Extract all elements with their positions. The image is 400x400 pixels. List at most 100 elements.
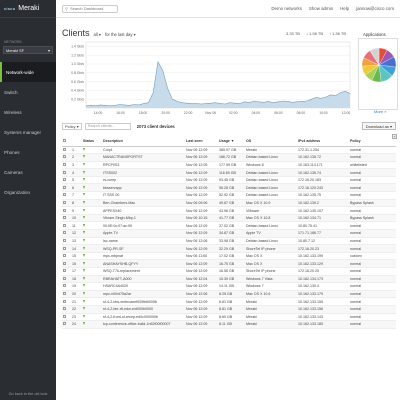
column-header[interactable]: OS: [245, 137, 297, 147]
row-checkbox[interactable]: [62, 237, 71, 246]
description-cell[interactable]: MANACTRANSPORTST: [102, 153, 185, 162]
show-admin-link[interactable]: Show admin: [308, 6, 334, 11]
row-checkbox[interactable]: [62, 206, 71, 215]
row-checkbox[interactable]: [62, 229, 71, 238]
row-checkbox[interactable]: [62, 282, 71, 291]
description-cell[interactable]: ANASHAYSHB-QFYY: [102, 259, 185, 268]
row-checkbox[interactable]: [62, 199, 71, 208]
table-row[interactable]: 15 mpc-mbpnaf Nov 06 11:60 17.02 GB Mac OS X…: [62, 252, 396, 261]
row-checkbox[interactable]: [62, 305, 71, 314]
column-header[interactable]: IPv4 address: [297, 137, 349, 147]
table-row[interactable]: 6 bbsservapp Nov 06 12:09 55.28 GB Debian-ba…: [62, 183, 396, 193]
description-cell[interactable]: mpc-n00nt75a2ar: [102, 290, 185, 299]
table-row[interactable]: 12 Apple-TV Nov 06 12:09 34.87 GB Apple TV 17…: [62, 229, 396, 238]
search-input[interactable]: [69, 6, 114, 11]
table-row[interactable]: 19 HSARC4A4020 Nov 06 12:09 14.11 GB Windows…: [62, 282, 396, 291]
description-cell[interactable]: RPCP0S3: [102, 161, 185, 170]
row-checkbox[interactable]: [62, 221, 71, 231]
table-row[interactable]: 20 mpc-n00nt75a2ar Nov 06 12:06 8.25 GB Mac …: [62, 290, 396, 299]
description-cell[interactable]: APPESX40: [102, 206, 185, 215]
description-cell[interactable]: mpc-mbpnaf: [102, 252, 185, 261]
timespan-select[interactable]: for the last day ▾: [104, 32, 136, 37]
old-look-link[interactable]: Go back to the old look: [8, 392, 48, 396]
row-checkbox[interactable]: [62, 297, 71, 306]
row-checkbox[interactable]: [62, 259, 71, 268]
column-header[interactable]: Description: [102, 137, 185, 147]
table-row[interactable]: 9 APPESX40 Nov 06 12:09 43.96 GB VMware 10.16…: [62, 206, 396, 215]
sidebar-item-phones[interactable]: Phones: [0, 142, 56, 162]
row-checkbox[interactable]: [62, 168, 71, 177]
row-checkbox[interactable]: [62, 176, 71, 185]
row-checkbox[interactable]: [62, 191, 71, 200]
row-checkbox[interactable]: [62, 146, 71, 155]
row-checkbox[interactable]: [62, 275, 71, 284]
description-cell[interactable]: WSQ-PR-SF: [102, 244, 185, 253]
table-row[interactable]: 21 sf-4-2-bbs-xmbrcanef005fb6000fb Nov 06 …: [62, 297, 396, 306]
column-header[interactable]: Last seen: [185, 137, 218, 147]
table-row[interactable]: 4 ITSS002 Nov 06 12:09 116.69 GB Debian-base…: [62, 168, 396, 177]
description-cell[interactable]: WSQ-T7k-replacement: [102, 267, 185, 276]
row-checkbox[interactable]: [62, 161, 71, 170]
description-cell[interactable]: sf-4-2-bbs-xmbrcanef005fb6000fb: [102, 297, 185, 306]
description-cell[interactable]: RBRAHATT-A000: [102, 275, 185, 284]
description-cell[interactable]: tcp-conference-office-build-1n62f00f0000…: [102, 320, 185, 329]
pie-slice[interactable]: [369, 47, 380, 66]
sidebar-item-systems-manager[interactable]: Systems manager: [0, 122, 56, 142]
logo[interactable]: cisco Meraki: [0, 0, 56, 18]
sidebar-item-wireless[interactable]: Wireless: [0, 102, 56, 122]
table-row[interactable]: 17 WSQ-T7k-replacement Nov 06 12:09 16.56 G…: [62, 267, 396, 276]
table-row[interactable]: 22 sf-4-2-bbr-rft-ndw-ent000b0000 Nov 06 1…: [62, 305, 396, 314]
row-checkbox[interactable]: [62, 320, 71, 329]
table-row[interactable]: 8 Ben-Chambers-Mac Nov 06 09:06 49.67 GB Mac…: [62, 199, 396, 208]
row-checkbox[interactable]: [62, 153, 71, 162]
description-cell[interactable]: 00:0E:0c:07:ac:90: [102, 221, 185, 231]
table-row[interactable]: 13 Isc-name Nov 06 12:06 33.98 GB Debian-bas…: [62, 237, 396, 246]
row-checkbox[interactable]: [62, 214, 71, 223]
client-search-input[interactable]: Search clients...: [84, 122, 131, 130]
row-checkbox[interactable]: [62, 290, 71, 299]
row-checkbox[interactable]: [62, 252, 71, 261]
more-apps-link[interactable]: More »: [374, 109, 387, 114]
help-link[interactable]: Help: [340, 6, 350, 11]
table-row[interactable]: 10 Vikram-Singh-Mbp-1 Nov 06 10:15 41.77 GB…: [62, 214, 396, 223]
description-cell[interactable]: Isc-name: [102, 237, 185, 246]
column-header[interactable]: Status: [82, 137, 102, 147]
usage-chart[interactable]: 0.2 Gb/s 0.4 Gb/s 0.6 Gb/s 0.8 Gb/s 1.0 Gb/s…: [60, 40, 352, 118]
network-select[interactable]: Meraki SF ▾: [3, 46, 53, 54]
applications-pie-chart[interactable]: [359, 39, 399, 111]
description-cell[interactable]: Apple-TV: [102, 229, 185, 238]
sidebar-item-cameras[interactable]: Cameras: [0, 162, 56, 182]
column-header[interactable]: Usage ▼: [218, 137, 245, 147]
table-row[interactable]: 1 Corp1 Nov 06 12:09 385.97 GB Meraki 172.31.…: [62, 146, 396, 155]
table-row[interactable]: 18 RBRAHATT-A000 Nov 06 12:04 15.39 GB Windo…: [62, 275, 396, 284]
description-cell[interactable]: ITSS002: [102, 168, 185, 177]
description-cell[interactable]: sf-4-2-bbr-rft-ndw-ent000b0000: [102, 305, 185, 314]
table-row[interactable]: 14 WSQ-PR-SF Nov 06 12:09 32.29 GB ShoreTel …: [62, 244, 396, 253]
table-row[interactable]: 23 sf-4-2-front-of-recep-ed0c000000b Nov 0…: [62, 313, 396, 322]
demo-networks-link[interactable]: Demo networks: [271, 6, 302, 11]
table-row[interactable]: 5 rs-corep Nov 06 12:09 93.45 GB Debian-base…: [62, 176, 396, 185]
table-row[interactable]: 16 ANASHAYSHB-QFYY Nov 06 12:09 16.75 GB Mac…: [62, 259, 396, 268]
select-all-checkbox[interactable]: [62, 137, 71, 147]
description-cell[interactable]: sf-4-2-front-of-recep-ed0c000000b: [102, 313, 185, 322]
client-filter-select[interactable]: all ▾: [93, 32, 101, 37]
sidebar-item-network-wide[interactable]: Network-wide: [0, 62, 56, 82]
table-row[interactable]: 2 MANACTRANSPORTST Nov 06 12:09 186.72 GB De…: [62, 153, 396, 162]
row-checkbox[interactable]: [62, 183, 71, 193]
description-cell[interactable]: IT SSS 00: [102, 191, 185, 200]
dashboard-search[interactable]: ⚲: [62, 4, 118, 13]
column-header[interactable]: Policy: [349, 137, 396, 147]
table-row[interactable]: 24 tcp-conference-office-build-1n62f00f00…: [62, 320, 396, 329]
sidebar-item-switch[interactable]: Switch: [0, 82, 56, 102]
table-row[interactable]: 3 RPCP0S3 Nov 06 12:05 177.99 GB Windows 8 10…: [62, 161, 396, 170]
row-checkbox[interactable]: [62, 313, 71, 322]
description-cell[interactable]: HSARC4A4020: [102, 282, 185, 291]
description-cell[interactable]: Vikram-Singh-Mbp-1: [102, 214, 185, 223]
download-button[interactable]: Download as ▾: [361, 122, 396, 130]
row-checkbox[interactable]: [62, 267, 71, 276]
policy-button[interactable]: Policy ▾: [62, 122, 82, 130]
account-link[interactable]: jannow@cisco.com: [356, 6, 394, 11]
sidebar-item-organization[interactable]: Organization: [0, 182, 56, 202]
description-cell[interactable]: Corp1: [102, 146, 185, 155]
description-cell[interactable]: Ben-Chambers-Mac: [102, 199, 185, 208]
